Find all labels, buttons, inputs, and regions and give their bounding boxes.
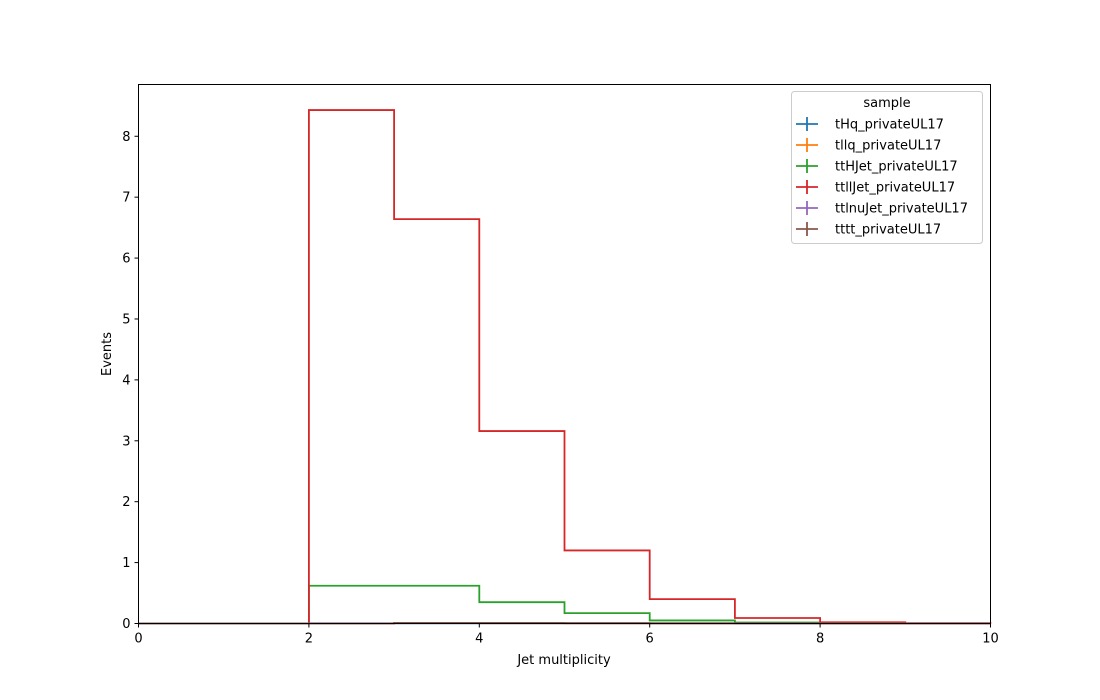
plot-frame: [138, 84, 991, 624]
legend: sample tHq_privateUL17 tllq_privateUL17tt…: [791, 91, 983, 244]
legend-label: tttt_privateUL17: [835, 223, 941, 238]
legend-items: tHq_privateUL17 tllq_privateUL17 ttHJet_pr…: [796, 117, 968, 238]
legend-label: tHq_privateUL17: [835, 118, 944, 133]
legend-label: ttHJet_privateUL17: [835, 160, 958, 175]
x-axis-label: Jet multiplicity: [516, 653, 611, 668]
y-tick-label: 4: [122, 373, 130, 388]
y-tick-label: 3: [122, 434, 130, 449]
y-axis: 0 1 2 3 4 5 6 7 8: [122, 130, 139, 632]
x-tick-label: 10: [982, 632, 999, 647]
x-tick-label: 0: [134, 632, 142, 647]
y-tick-label: 6: [122, 252, 130, 267]
y-tick-label: 8: [122, 130, 130, 145]
series-line: [138, 109, 992, 625]
legend-frame: [791, 91, 983, 244]
y-tick-label: 2: [122, 495, 130, 510]
x-tick-label: 6: [646, 632, 654, 647]
y-axis-label: Events: [100, 332, 115, 376]
x-axis: 0 2 4 6 8 10: [134, 623, 999, 647]
y-tick-label: 0: [122, 617, 130, 632]
y-tick-label: 1: [122, 556, 130, 571]
legend-label: tllq_privateUL17: [835, 139, 941, 154]
legend-label: ttllJet_privateUL17: [835, 181, 955, 196]
y-tick-label: 7: [122, 191, 130, 206]
legend-label: ttlnuJet_privateUL17: [835, 202, 968, 217]
x-tick-label: 4: [475, 632, 483, 647]
x-tick-label: 8: [816, 632, 824, 647]
x-tick-label: 2: [305, 632, 313, 647]
y-tick-label: 5: [122, 312, 130, 327]
legend-title: sample: [863, 96, 910, 111]
